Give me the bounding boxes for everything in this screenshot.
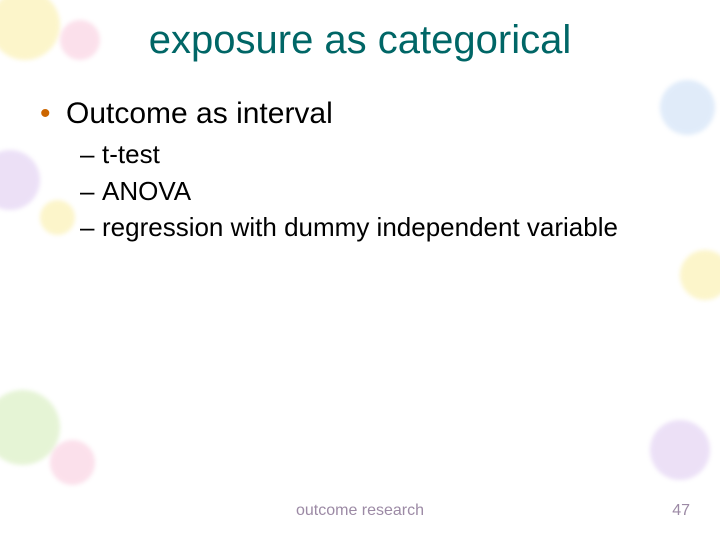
bullet-lvl2-text: t-test xyxy=(102,138,160,171)
page-number: 47 xyxy=(672,502,690,520)
bullet-lvl1-text: Outcome as interval xyxy=(66,96,333,132)
footer-text: outcome research xyxy=(0,502,720,520)
bullet-lvl1: • Outcome as interval xyxy=(40,96,680,132)
bullet-lvl2-text: ANOVA xyxy=(102,175,191,208)
slide: exposure as categorical • Outcome as int… xyxy=(0,0,720,540)
slide-body: • Outcome as interval – t-test – ANOVA –… xyxy=(40,96,680,244)
bullet-lvl2-text: regression with dummy independent variab… xyxy=(102,211,618,244)
slide-title: exposure as categorical xyxy=(0,18,720,63)
dash-icon: – xyxy=(80,211,102,244)
bullet-lvl2: – regression with dummy independent vari… xyxy=(80,211,680,244)
bullet-lvl2: – ANOVA xyxy=(80,175,680,208)
balloon-icon xyxy=(0,150,40,210)
dash-icon: – xyxy=(80,138,102,171)
balloon-icon xyxy=(680,250,720,300)
dash-icon: – xyxy=(80,175,102,208)
bullet-lvl2: – t-test xyxy=(80,138,680,171)
bullet-dot-icon: • xyxy=(40,96,66,132)
balloon-icon xyxy=(650,420,710,480)
balloon-icon xyxy=(50,440,95,485)
